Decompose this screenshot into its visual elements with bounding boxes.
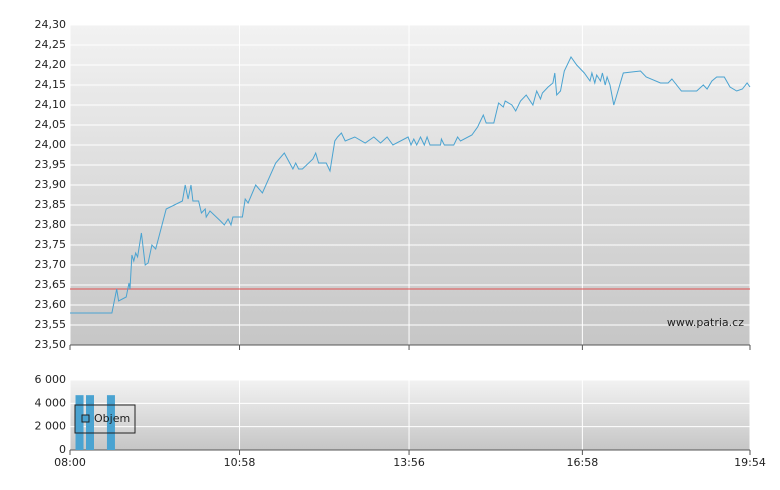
y-tick-label: 4 000 <box>35 396 67 409</box>
y-tick-label: 23,95 <box>35 158 67 171</box>
volume-bar <box>75 395 84 450</box>
y-tick-label: 24,30 <box>35 18 67 31</box>
legend-label: Objem <box>94 412 130 425</box>
y-tick-label: 23,85 <box>35 198 67 211</box>
y-tick-label: 23,50 <box>35 338 67 351</box>
source-watermark: www.patria.cz <box>667 316 744 329</box>
y-tick-label: 0 <box>59 443 66 456</box>
y-tick-label: 24,25 <box>35 38 67 51</box>
y-tick-label: 24,00 <box>35 138 67 151</box>
y-tick-label: 23,75 <box>35 238 67 251</box>
volume-bar <box>86 395 94 450</box>
y-tick-label: 23,90 <box>35 178 67 191</box>
volume-bar <box>106 395 115 450</box>
legend-box <box>74 404 136 434</box>
volume-background <box>70 380 750 450</box>
y-tick-label: 24,10 <box>35 98 67 111</box>
legend-swatch <box>81 414 90 423</box>
y-tick-label: 24,20 <box>35 58 67 71</box>
y-tick-label: 23,70 <box>35 258 67 271</box>
y-tick-label: 24,05 <box>35 118 67 131</box>
y-tick-label: 23,80 <box>35 218 67 231</box>
y-tick-label: 23,55 <box>35 318 67 331</box>
x-tick-label: 08:00 <box>54 456 86 469</box>
x-tick-label: 19:54 <box>734 456 766 469</box>
y-tick-label: 2 000 <box>35 420 67 433</box>
y-tick-label: 6 000 <box>35 373 67 386</box>
x-tick-label: 16:58 <box>567 456 599 469</box>
y-tick-label: 23,60 <box>35 298 67 311</box>
y-tick-label: 23,65 <box>35 278 67 291</box>
price-line <box>70 56 751 314</box>
x-tick-label: 13:56 <box>393 456 425 469</box>
y-tick-label: 24,15 <box>35 78 67 91</box>
x-tick-label: 10:58 <box>224 456 256 469</box>
